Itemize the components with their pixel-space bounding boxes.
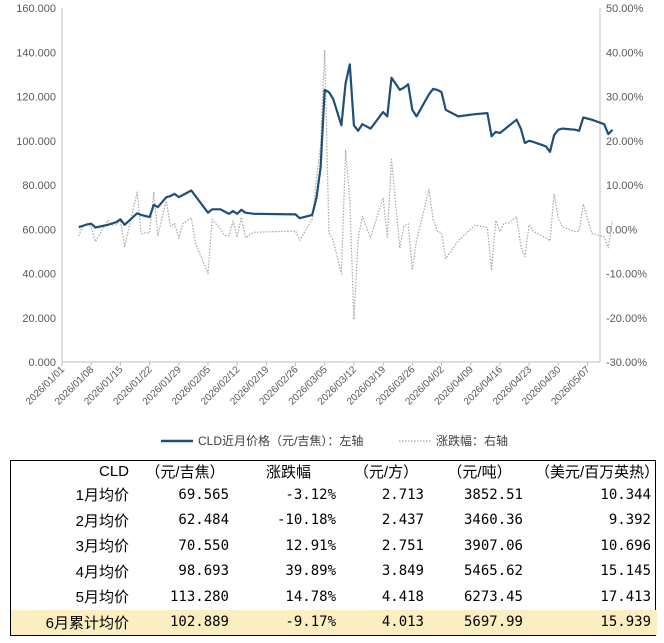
series-line-price — [78, 63, 614, 229]
table-cell: 69.565 — [178, 486, 229, 503]
table-cell: -3.12% — [285, 486, 336, 503]
table-cell: 15.939 — [529, 609, 657, 635]
price-chart: 0.000 20.000 40.000 60.000 80.000 100.000 120.… — [16, 3, 647, 448]
right-tick-label: 40.00% — [606, 47, 644, 59]
table-cell: 113.280 — [169, 588, 229, 605]
legend-label-price: CLD近月价格（元/吉焦）：左轴 — [198, 433, 363, 448]
table-cell: -9.17% — [235, 609, 342, 635]
left-tick-label: 160.000 — [16, 3, 56, 15]
table-cell: 3907.06 — [463, 537, 523, 554]
table-cell: 15.145 — [600, 563, 651, 580]
table-cell: 14.78% — [285, 588, 336, 605]
table-cell: 2.751 — [381, 537, 424, 554]
header-usd-per-mmbtu: （美元/百万英热） — [535, 464, 660, 481]
left-tick-label: 100.000 — [16, 136, 56, 148]
table-body: 1月均价 69.565 -3.12% 2.713 3852.51 10.344 2月均价 62… — [11, 482, 657, 635]
right-tick-label: 20.00% — [606, 136, 644, 148]
header-yuan-per-ton: （元/吨） — [447, 464, 512, 481]
right-tick-label: -10.00% — [606, 269, 647, 281]
right-tick-label: 10.00% — [606, 180, 644, 192]
header-cld: CLD — [98, 463, 129, 480]
left-tick-label: 0.000 — [28, 357, 56, 369]
table-row: 4月均价 98.693 39.89% 3.849 5465.62 15.145 — [11, 559, 657, 585]
table-cell: 39.89% — [285, 563, 336, 580]
table-cell: 5697.99 — [430, 609, 529, 635]
header-yuan-per-gj: （元/吉焦） — [145, 464, 225, 481]
legend-label-change: 涨跌幅：右轴 — [436, 433, 508, 448]
table-row: 1月均价 69.565 -3.12% 2.713 3852.51 10.344 — [11, 482, 657, 508]
table-cell: 17.413 — [600, 588, 651, 605]
left-tick-label: 120.000 — [16, 92, 56, 104]
table-cell: 6273.45 — [463, 588, 523, 605]
right-tick-label: -30.00% — [606, 357, 647, 369]
right-tick-label: 50.00% — [606, 3, 644, 15]
table-cell: 2.437 — [381, 512, 424, 529]
left-tick-label: 40.000 — [22, 269, 56, 281]
header-yuan-per-m3: （元/方） — [353, 464, 419, 481]
table-cell: 4.013 — [342, 609, 430, 635]
table-cell: -10.18% — [276, 512, 336, 529]
table-cell: 12.91% — [285, 537, 336, 554]
row-label: 6月累计均价 — [11, 609, 135, 635]
table-row: 3月均价 70.550 12.91% 2.751 3907.06 10.696 — [11, 533, 657, 559]
table-cell: 5465.62 — [463, 563, 523, 580]
right-tick-label: 30.00% — [606, 92, 644, 104]
table-cell: 10.696 — [600, 537, 651, 554]
row-label: 1月均价 — [75, 487, 129, 505]
left-tick-label: 20.000 — [22, 313, 56, 325]
row-label: 5月均价 — [75, 589, 129, 607]
table-cell: 3460.36 — [463, 512, 523, 529]
row-label: 4月均价 — [75, 563, 129, 581]
table-cell: 9.392 — [608, 512, 651, 529]
left-tick-label: 60.000 — [22, 224, 56, 236]
left-tick-label: 80.000 — [22, 180, 56, 192]
table-cell: 10.344 — [600, 486, 651, 503]
monthly-average-table: CLD （元/吉焦） 涨跌幅 （元/方） （元/吨） （美元/百万英热） 1月均… — [10, 460, 660, 636]
table-row: 2月均价 62.484 -10.18% 2.437 3460.36 9.392 — [11, 508, 657, 534]
table-cell: 102.889 — [135, 609, 235, 635]
table-row: 5月均价 113.280 14.78% 4.418 6273.45 17.413 — [11, 584, 657, 610]
row-label: 3月均价 — [75, 538, 129, 556]
right-tick-label: 0.00% — [606, 224, 637, 236]
table-header-row: CLD （元/吉焦） 涨跌幅 （元/方） （元/吨） （美元/百万英热） — [11, 461, 660, 482]
right-tick-label: -20.00% — [606, 313, 647, 325]
table-cell: 3852.51 — [463, 486, 523, 503]
table-cell: 62.484 — [178, 512, 229, 529]
chart-series — [78, 49, 614, 321]
table-cell: 3.849 — [381, 563, 424, 580]
chart-axes: 0.000 20.000 40.000 60.000 80.000 100.000 120.… — [16, 3, 647, 408]
table-cell: 2.713 — [381, 486, 424, 503]
header-change: 涨跌幅 — [265, 464, 311, 481]
table-cell: 98.693 — [178, 563, 229, 580]
row-label: 2月均价 — [75, 512, 129, 530]
table-row: 6月累计均价 102.889 -9.17% 4.013 5697.99 15.939 — [11, 609, 657, 635]
chart-legend: CLD近月价格（元/吉焦）：左轴 涨跌幅：右轴 — [161, 433, 508, 448]
table-cell: 70.550 — [178, 537, 229, 554]
table-cell: 4.418 — [381, 588, 424, 605]
left-tick-label: 140.000 — [16, 47, 56, 59]
